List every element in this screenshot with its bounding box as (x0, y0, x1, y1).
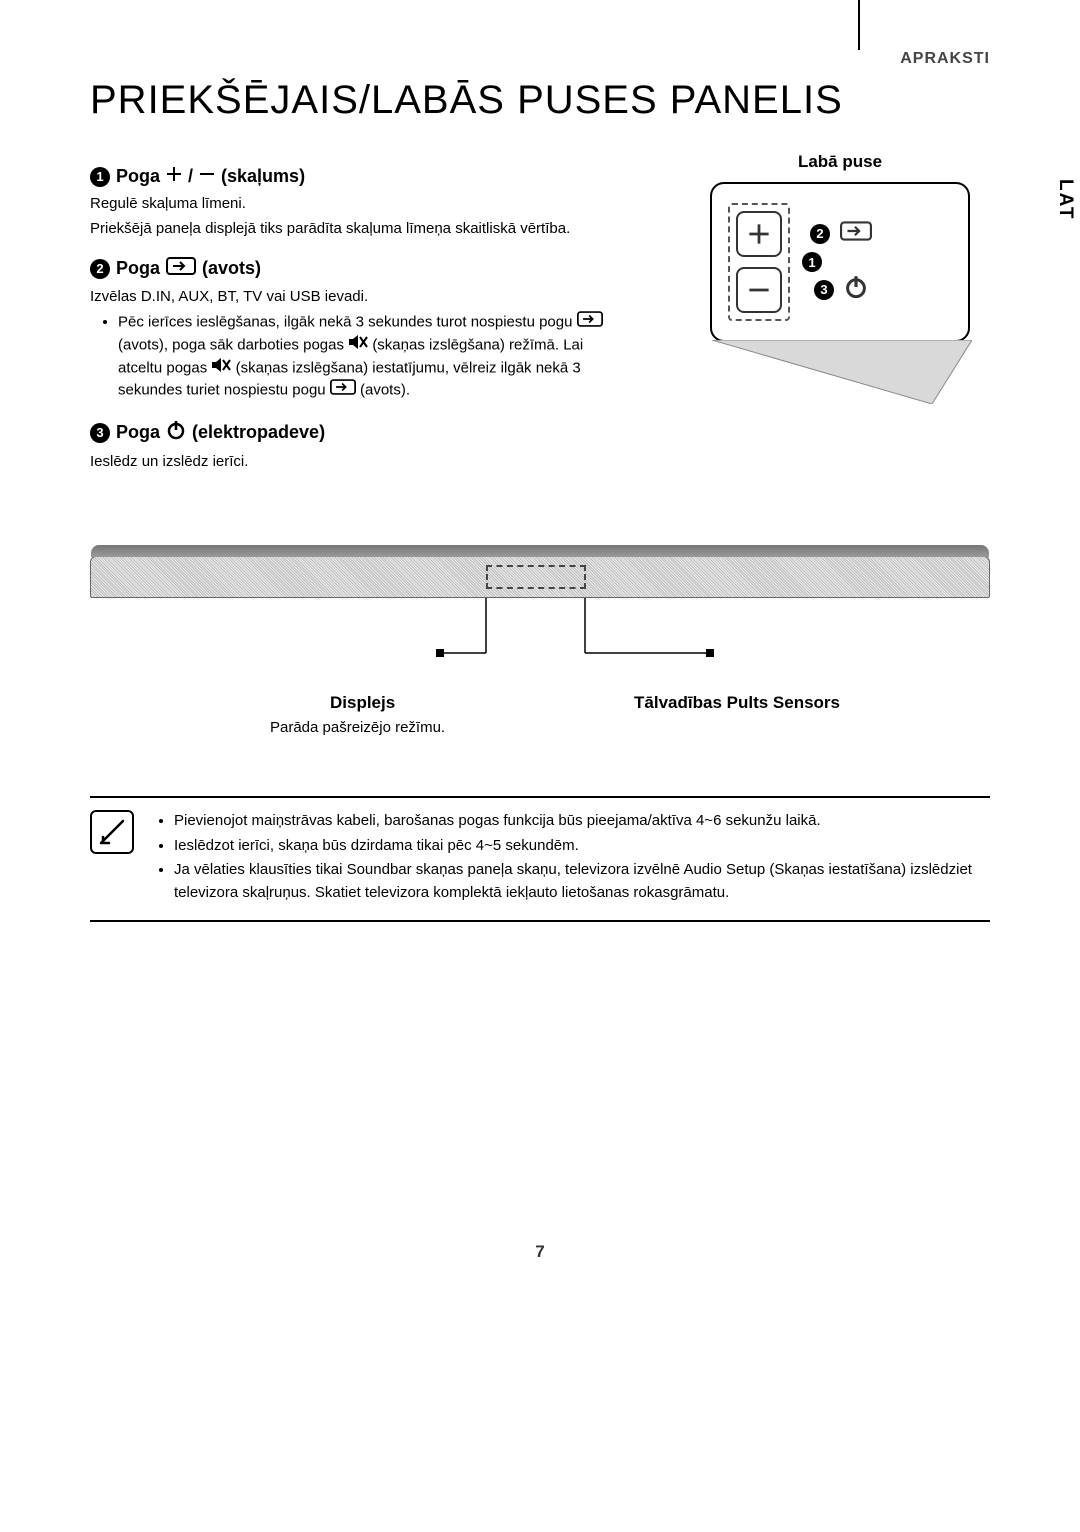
note-icon (90, 810, 134, 854)
item1-line1: Regulē skaļuma līmeni. (90, 193, 670, 214)
source-icon (330, 379, 356, 402)
slash: / (188, 166, 193, 187)
panel-callout-triangle (712, 340, 972, 404)
item1-line2: Priekšējā paneļa displejā tiks parādīta … (90, 218, 610, 239)
item3-heading: 3 Poga (elektropadeve) (90, 420, 670, 445)
soundbar-diagram: Displejs Tālvadības Pults Sensors Parāda… (90, 556, 990, 736)
b2-e: (avots). (360, 382, 410, 399)
panel-diagram: 1 2 3 (710, 182, 970, 342)
circ-num-3: 3 (90, 423, 110, 443)
mute-icon (211, 357, 231, 380)
page-title: PRIEKŠĒJAIS/LABĀS PUSES PANELIS (90, 78, 990, 123)
manual-page: APRAKSTI PRIEKŠĒJAIS/LABĀS PUSES PANELIS… (0, 0, 1080, 1302)
callout-1: 1 (802, 252, 822, 272)
callout-3: 3 (814, 280, 834, 300)
vol-up-button (736, 211, 782, 257)
vol-down-button (736, 267, 782, 313)
language-tab: LAT (1050, 175, 1080, 225)
power-icon (166, 420, 186, 445)
left-column: 1 Poga / (skaļums) Regulē skaļuma līmeni… (90, 148, 690, 476)
item2-prefix: Poga (116, 258, 160, 279)
item1-suffix: (skaļums) (221, 166, 305, 187)
callout-2: 2 (810, 224, 830, 244)
callout-lines (90, 598, 990, 688)
circ-num-2: 2 (90, 259, 110, 279)
item1-prefix: Poga (116, 166, 160, 187)
item3-line1: Ieslēdz un izslēdz ierīci. (90, 451, 670, 472)
b2-a: Pēc ierīces ieslēgšanas, ilgāk nekā 3 se… (118, 313, 577, 330)
page-number: 7 (90, 1242, 990, 1262)
note-list: Pievienojot maiņstrāvas kabeli, barošana… (154, 810, 990, 906)
section-label: APRAKSTI (90, 50, 990, 68)
item2-line1: Izvēlas D.IN, AUX, BT, TV vai USB ievadi… (90, 286, 670, 307)
power-icon (844, 275, 868, 304)
note-2: Ieslēdzot ierīci, skaņa būs dzirdama tik… (174, 835, 990, 858)
top-divider (858, 0, 860, 50)
display-label: Displejs (330, 693, 395, 713)
source-icon (577, 311, 603, 334)
soundbar-body (90, 556, 990, 598)
display-desc: Parāda pašreizējo režīmu. (270, 719, 990, 736)
note-1: Pievienojot maiņstrāvas kabeli, barošana… (174, 810, 990, 833)
item3-suffix: (elektropadeve) (192, 422, 325, 443)
circ-num-1: 1 (90, 167, 110, 187)
below-labels: Displejs Tālvadības Pults Sensors (90, 693, 990, 713)
b2-b: (avots), poga sāk darboties pogas (118, 336, 348, 353)
content-row: 1 Poga / (skaļums) Regulē skaļuma līmeni… (90, 148, 990, 476)
source-icon (840, 220, 872, 247)
note-3: Ja vēlaties klausīties tikai Soundbar sk… (174, 859, 990, 904)
minus-icon (199, 166, 215, 187)
display-marker (486, 565, 586, 589)
item2-heading: 2 Poga (avots) (90, 257, 670, 280)
remote-sensor-label: Tālvadības Pults Sensors (634, 693, 840, 713)
right-side-label: Labā puse (690, 152, 990, 172)
item2-bullet: Pēc ierīces ieslēgšanas, ilgāk nekā 3 se… (118, 311, 608, 402)
plus-icon (166, 166, 182, 187)
item1-heading: 1 Poga / (skaļums) (90, 166, 670, 187)
volume-button-group (728, 203, 790, 321)
source-icon (166, 257, 196, 280)
item3-prefix: Poga (116, 422, 160, 443)
mute-icon (348, 334, 368, 357)
note-box: Pievienojot maiņstrāvas kabeli, barošana… (90, 796, 990, 922)
item2-suffix: (avots) (202, 258, 261, 279)
right-column: Labā puse 1 2 (690, 148, 990, 342)
